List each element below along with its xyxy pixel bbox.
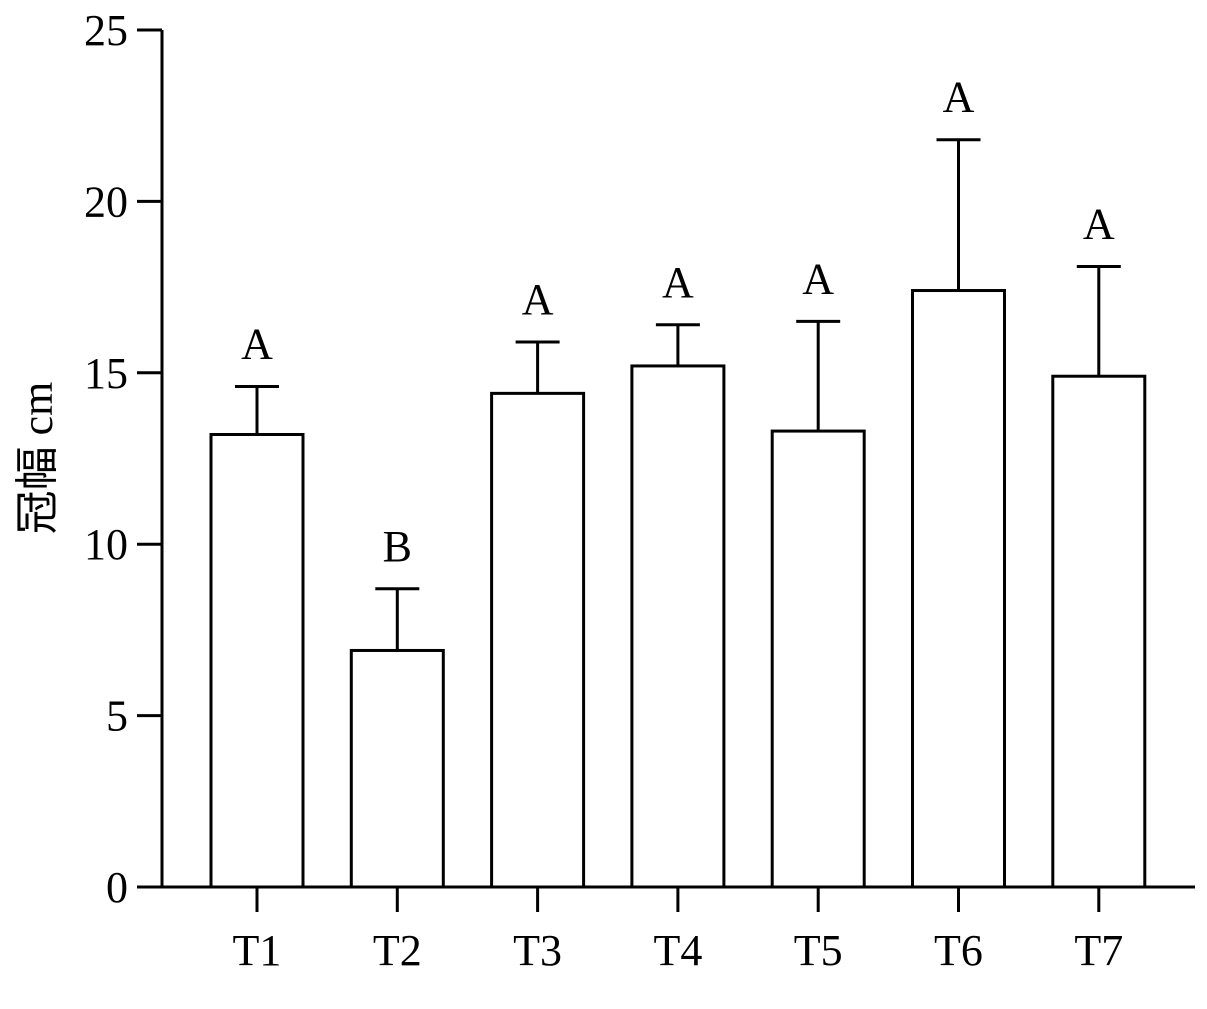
bar	[209, 433, 305, 889]
x-tick-label: T1	[233, 926, 282, 975]
x-tick-label: T7	[1074, 926, 1123, 975]
significance-label: A	[241, 320, 273, 369]
significance-label: B	[383, 522, 412, 571]
error-bars	[235, 138, 1121, 651]
y-tick-labels: 0 5 10 15 20 25	[84, 6, 128, 912]
y-tick-label: 25	[84, 6, 128, 55]
significance-label: A	[943, 73, 975, 122]
y-tick-label: 10	[84, 520, 128, 569]
x-tick-labels: T1 T2 T3 T4 T5 T6 T7	[233, 926, 1124, 975]
y-tick-label: 15	[84, 349, 128, 398]
bar	[911, 289, 1006, 889]
x-tick-label: T5	[794, 926, 843, 975]
significance-labels: A B A A A A A	[241, 73, 1115, 571]
bar	[490, 391, 586, 889]
bar	[349, 648, 445, 889]
y-axis-label: 冠幅 cm	[13, 382, 62, 535]
significance-label: A	[802, 254, 834, 303]
y-tick-label: 20	[84, 177, 128, 226]
significance-label: A	[522, 275, 554, 324]
y-tick-label: 5	[106, 692, 128, 741]
axes	[137, 28, 1195, 912]
bars	[209, 289, 1147, 889]
bar	[630, 364, 726, 889]
bar	[1051, 374, 1147, 889]
significance-label: A	[1083, 200, 1115, 249]
significance-label: A	[662, 258, 694, 307]
y-tick-label: 0	[106, 863, 128, 912]
bar	[770, 429, 866, 889]
x-tick-label: T6	[934, 926, 983, 975]
x-tick-label: T4	[653, 926, 702, 975]
x-tick-label: T2	[373, 926, 422, 975]
x-tick-label: T3	[513, 926, 562, 975]
